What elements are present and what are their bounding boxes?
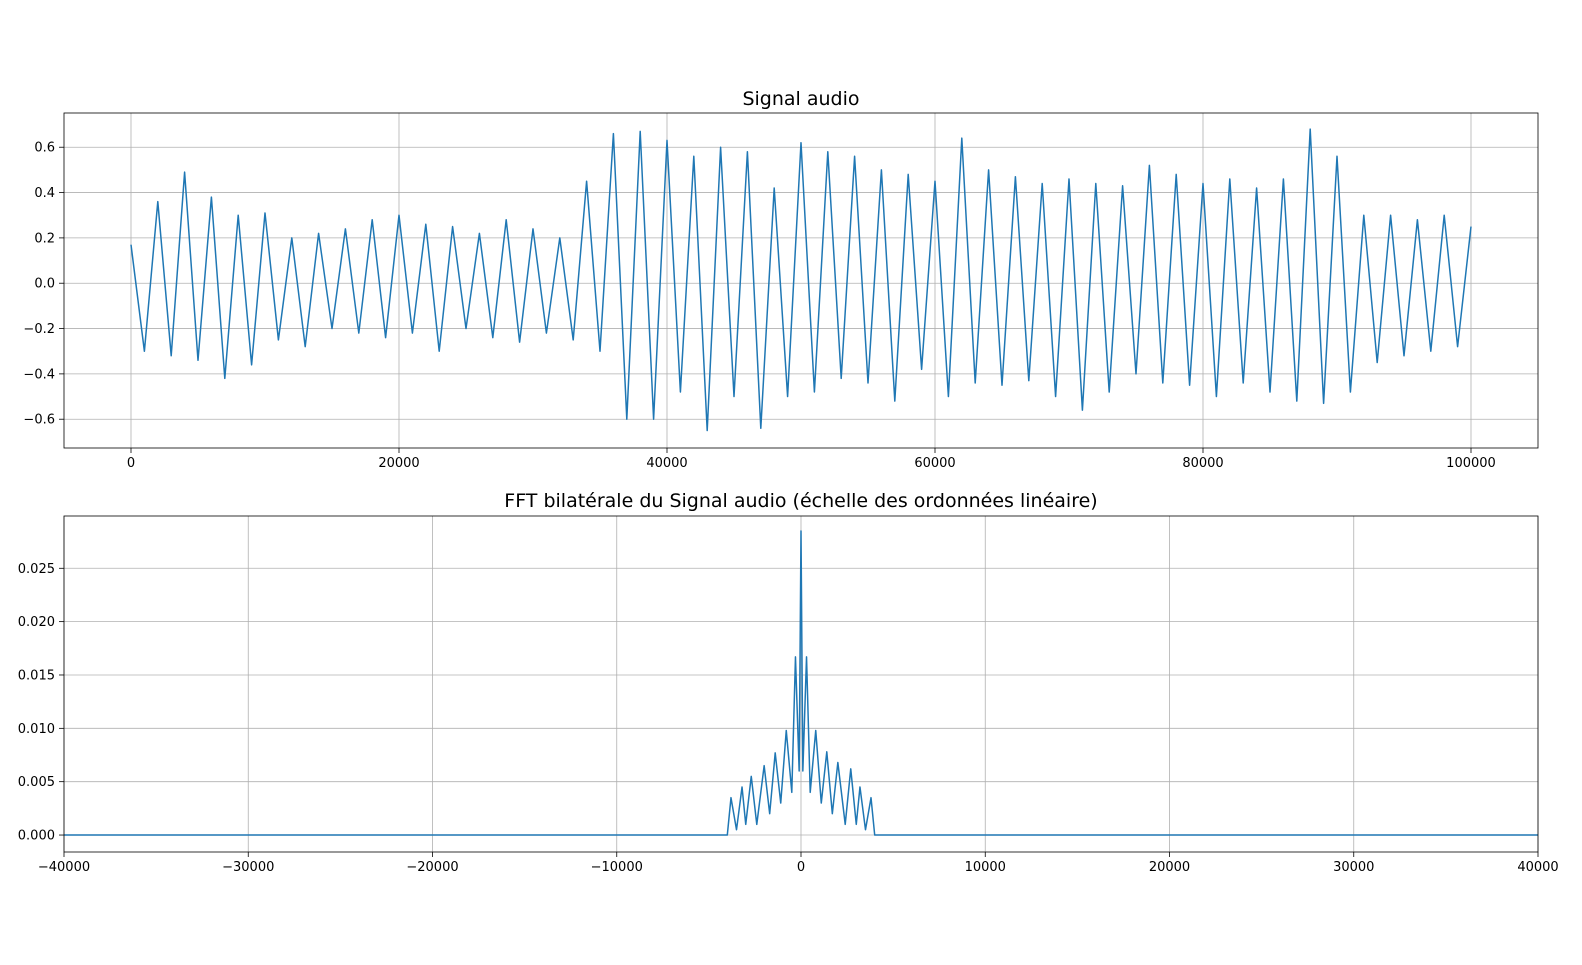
y-tick-label: 0.4	[34, 186, 55, 201]
x-tick-label: 10000	[965, 860, 1006, 875]
x-tick-label: −10000	[591, 860, 643, 875]
x-tick-label: −30000	[222, 860, 274, 875]
chart-title: FFT bilatérale du Signal audio (échelle …	[504, 490, 1097, 512]
y-tick-label: −0.4	[23, 367, 55, 382]
x-tick-label: −40000	[38, 860, 90, 875]
y-tick-label: 0.2	[34, 231, 55, 246]
x-tick-label: 20000	[378, 456, 419, 471]
x-tick-label: 0	[127, 456, 135, 471]
x-tick-label: 0	[797, 860, 805, 875]
x-tick-label: 40000	[1517, 860, 1558, 875]
chart-title: Signal audio	[742, 88, 859, 110]
y-tick-label: 0.6	[34, 141, 55, 156]
data-line	[64, 530, 1538, 836]
x-tick-label: −20000	[406, 860, 458, 875]
x-tick-label: 100000	[1446, 456, 1496, 471]
y-tick-label: 0.025	[18, 562, 55, 577]
y-tick-label: −0.6	[23, 413, 55, 428]
x-tick-label: 20000	[1149, 860, 1190, 875]
y-tick-label: 0.020	[18, 615, 55, 630]
x-tick-label: 40000	[646, 456, 687, 471]
y-tick-label: −0.2	[23, 322, 55, 337]
y-tick-label: 0.005	[18, 775, 55, 790]
y-tick-label: 0.015	[18, 668, 55, 683]
x-tick-label: 80000	[1182, 456, 1223, 471]
y-tick-label: 0.010	[18, 722, 55, 737]
axes-frame	[63, 515, 1539, 853]
x-tick-label: 60000	[914, 456, 955, 471]
y-tick-label: 0.0	[34, 277, 55, 292]
data-line	[130, 128, 1472, 432]
x-tick-label: 30000	[1333, 860, 1374, 875]
y-tick-label: 0.000	[18, 829, 55, 844]
axes-frame	[63, 112, 1539, 449]
